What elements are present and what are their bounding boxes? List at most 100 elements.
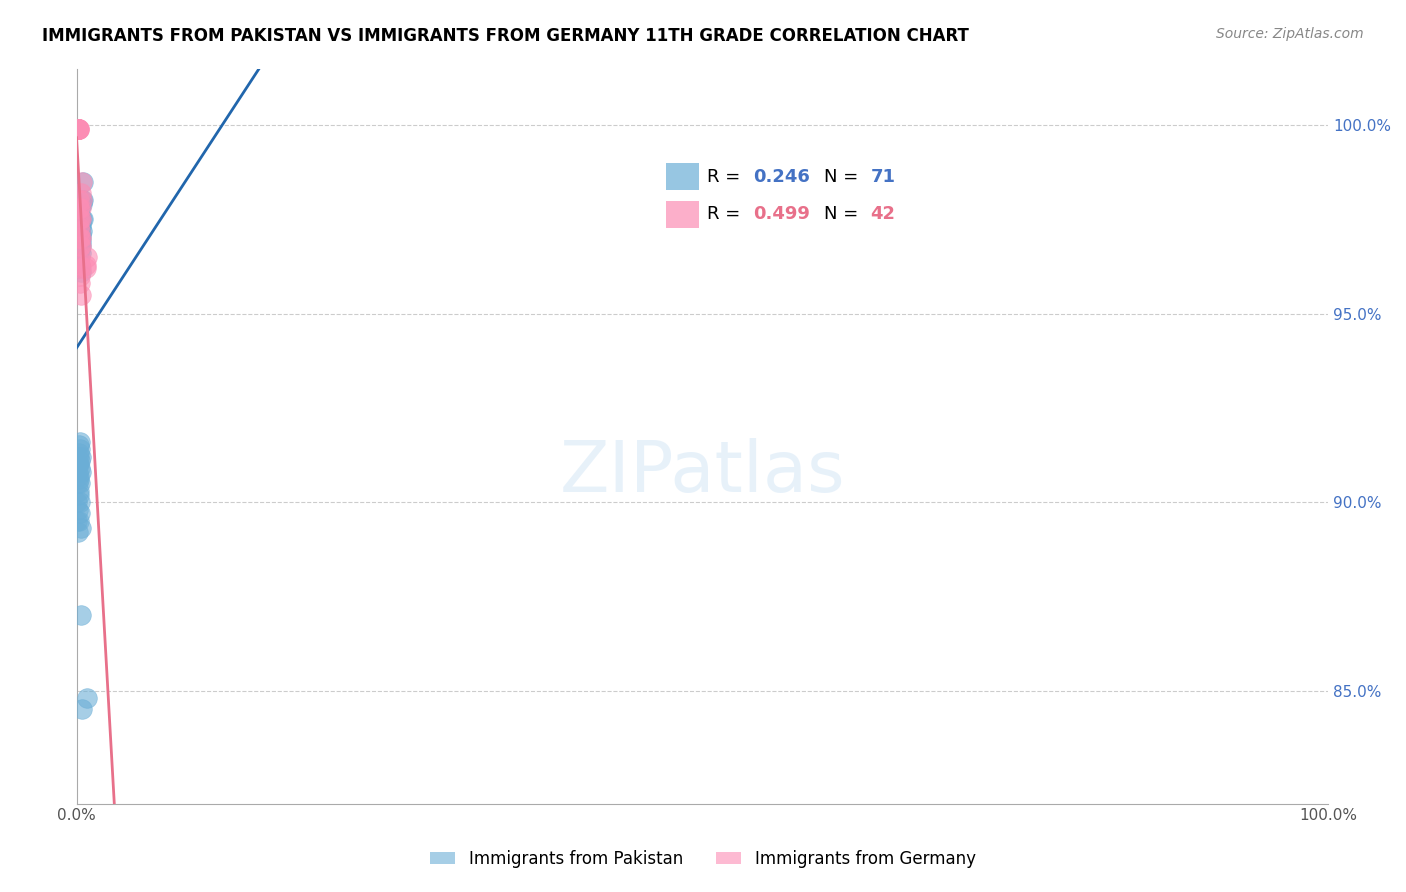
Point [70, 702, 93, 716]
Point [67, 121, 90, 136]
Point [69, 212, 91, 227]
Bar [666, 163, 699, 190]
Text: N =: N = [824, 205, 865, 224]
Point [69, 507, 91, 521]
Point [69, 261, 91, 276]
Point [66, 525, 89, 540]
Point [67, 219, 90, 234]
Point [70, 212, 93, 227]
Point [67, 458, 90, 472]
Point [67, 458, 90, 472]
Point [67, 219, 90, 234]
Point [67, 514, 90, 528]
Point [69, 287, 91, 301]
Point [66, 495, 89, 509]
Point [67, 121, 90, 136]
Text: R =: R = [707, 168, 747, 186]
Point [66, 212, 89, 227]
Point [75, 261, 97, 276]
Point [72, 175, 94, 189]
Point [70, 231, 93, 245]
Point [67, 212, 90, 227]
Point [67, 224, 90, 238]
Point [72, 212, 94, 227]
Point [67, 121, 90, 136]
Point [67, 201, 90, 215]
Point [69, 461, 91, 475]
Point [69, 216, 91, 230]
Text: 0.246: 0.246 [754, 168, 810, 186]
Point [67, 212, 90, 227]
Point [67, 121, 90, 136]
Text: ZIPatlas: ZIPatlas [560, 438, 845, 508]
Legend: Immigrants from Pakistan, Immigrants from Germany: Immigrants from Pakistan, Immigrants fro… [423, 844, 983, 875]
Point [69, 209, 91, 223]
Point [67, 487, 90, 501]
Point [67, 201, 90, 215]
Point [66, 121, 89, 136]
Point [69, 238, 91, 252]
Point [66, 476, 89, 491]
Point [69, 212, 91, 227]
Point [67, 121, 90, 136]
Point [67, 121, 90, 136]
Point [70, 450, 93, 464]
Point [69, 224, 91, 238]
Point [67, 201, 90, 215]
Bar [666, 202, 699, 227]
Point [67, 472, 90, 486]
Point [66, 514, 89, 528]
Point [69, 442, 91, 457]
Point [70, 212, 93, 227]
Point [70, 186, 93, 200]
Point [67, 246, 90, 260]
Text: Source: ZipAtlas.com: Source: ZipAtlas.com [1216, 27, 1364, 41]
Point [67, 121, 90, 136]
Point [69, 201, 91, 215]
Point [76, 691, 98, 706]
Point [69, 258, 91, 272]
Point [67, 446, 90, 460]
Point [67, 483, 90, 498]
Point [70, 608, 93, 623]
Point [66, 121, 89, 136]
Point [70, 238, 93, 252]
Point [69, 250, 91, 264]
Point [69, 521, 91, 535]
Point [66, 250, 89, 264]
Point [70, 231, 93, 245]
Point [67, 465, 90, 479]
Text: IMMIGRANTS FROM PAKISTAN VS IMMIGRANTS FROM GERMANY 11TH GRADE CORRELATION CHART: IMMIGRANTS FROM PAKISTAN VS IMMIGRANTS F… [42, 27, 969, 45]
Point [72, 194, 94, 208]
Point [67, 121, 90, 136]
Point [66, 121, 89, 136]
Point [69, 231, 91, 245]
Point [69, 268, 91, 283]
Point [66, 238, 89, 252]
Point [69, 476, 91, 491]
Point [69, 495, 91, 509]
Text: 42: 42 [870, 205, 896, 224]
Point [70, 246, 93, 260]
Point [69, 453, 91, 467]
Point [67, 121, 90, 136]
Point [69, 465, 91, 479]
Point [67, 468, 90, 483]
Point [67, 227, 90, 242]
Point [66, 121, 89, 136]
Point [67, 224, 90, 238]
Point [66, 121, 89, 136]
Point [67, 231, 90, 245]
Point [69, 219, 91, 234]
Point [69, 277, 91, 291]
Point [69, 434, 91, 449]
Point [69, 231, 91, 245]
Point [69, 243, 91, 257]
Point [70, 175, 93, 189]
Point [67, 438, 90, 452]
Point [70, 224, 93, 238]
Point [69, 258, 91, 272]
Point [67, 261, 90, 276]
Point [67, 250, 90, 264]
Point [69, 265, 91, 279]
